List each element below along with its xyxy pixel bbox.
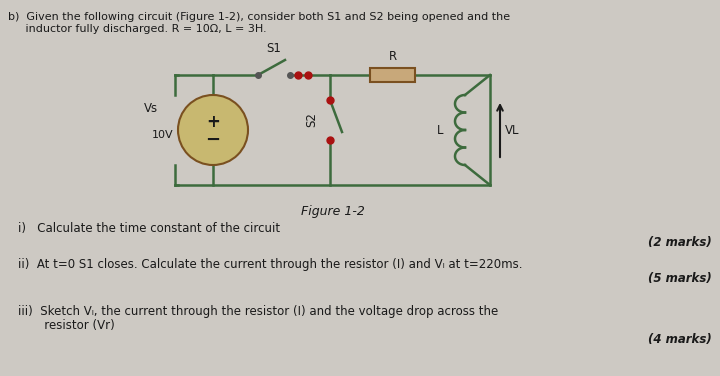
- Text: inductor fully discharged. R = 10Ω, L = 3H.: inductor fully discharged. R = 10Ω, L = …: [8, 24, 266, 34]
- Text: (4 marks): (4 marks): [648, 333, 712, 346]
- Circle shape: [178, 95, 248, 165]
- Text: b)  Given the following circuit (Figure 1-2), consider both S1 and S2 being open: b) Given the following circuit (Figure 1…: [8, 12, 510, 22]
- Text: (2 marks): (2 marks): [648, 236, 712, 249]
- Text: VL: VL: [505, 123, 520, 136]
- Text: resistor (Vr): resistor (Vr): [18, 319, 114, 332]
- FancyBboxPatch shape: [370, 68, 415, 82]
- Text: L: L: [436, 123, 443, 136]
- Text: 10V: 10V: [151, 130, 173, 140]
- Text: i)   Calculate the time constant of the circuit: i) Calculate the time constant of the ci…: [18, 222, 280, 235]
- Text: Vs: Vs: [144, 102, 158, 115]
- Text: Figure 1-2: Figure 1-2: [300, 205, 364, 218]
- Text: −: −: [205, 131, 220, 149]
- Text: iii)  Sketch Vₗ, the current through the resistor (I) and the voltage drop acros: iii) Sketch Vₗ, the current through the …: [18, 305, 498, 318]
- Text: ii)  At t=0 S1 closes. Calculate the current through the resistor (I) and Vₗ at : ii) At t=0 S1 closes. Calculate the curr…: [18, 258, 523, 271]
- Text: R: R: [388, 50, 397, 63]
- Text: S1: S1: [266, 42, 282, 55]
- Text: (5 marks): (5 marks): [648, 272, 712, 285]
- Text: S2: S2: [305, 112, 318, 127]
- Text: +: +: [206, 113, 220, 131]
